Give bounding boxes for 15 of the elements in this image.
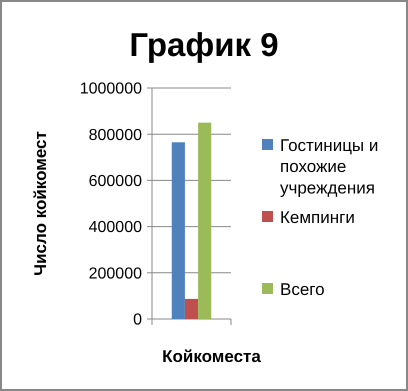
chart-title: График 9 xyxy=(129,26,279,63)
bar xyxy=(172,142,185,319)
legend-label: Всего xyxy=(280,280,325,299)
y-tick-label: 0 xyxy=(133,312,142,329)
y-tick-label: 1000000 xyxy=(80,80,142,98)
y-axis-title: Число койкомест xyxy=(31,131,50,276)
x-axis-title: Койкоместа xyxy=(162,347,262,366)
bar xyxy=(184,298,198,319)
y-tick-label: 800000 xyxy=(88,126,142,144)
y-tick-label: 600000 xyxy=(88,173,142,190)
legend-label: Кемпинги xyxy=(280,208,355,227)
legend-label: Гостиницы и похожие учреждения xyxy=(280,136,378,198)
y-tick-label: 400000 xyxy=(88,219,142,236)
y-tick-label: 200000 xyxy=(88,265,142,282)
bar xyxy=(198,122,212,319)
